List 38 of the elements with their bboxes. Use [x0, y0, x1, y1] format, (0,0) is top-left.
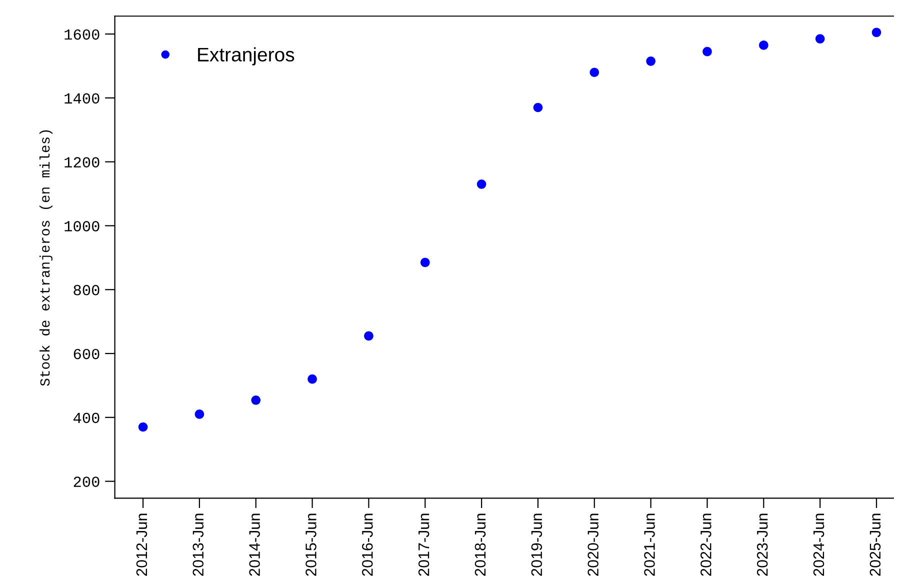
point	[308, 374, 317, 384]
x-tick-label: 2017-Jun	[418, 514, 430, 576]
x-tick-label: 2012-Jun	[136, 514, 148, 576]
x-tick-label: 2013-Jun	[192, 514, 204, 576]
y-axis-title: Stock de extranjeros (en miles)	[40, 130, 52, 386]
legend-label: Extranjeros	[198, 47, 294, 66]
x-tick-label: 2018-Jun	[474, 514, 486, 576]
point	[476, 180, 486, 189]
x-tick-label: 2015-Jun	[306, 514, 316, 576]
point	[758, 40, 768, 50]
point	[420, 258, 430, 268]
point	[138, 422, 148, 432]
x-tick-label: 2024-Jun	[813, 514, 824, 576]
point	[815, 34, 825, 44]
y-tick-label: 800	[74, 284, 100, 296]
x-tick-label: 2019-Jun	[531, 514, 542, 576]
y-tick-label: 600	[74, 348, 100, 360]
y-tick-label: 1600	[64, 29, 100, 40]
y-tick-label: 400	[73, 412, 100, 424]
y-tick-label: 1000	[64, 221, 100, 232]
point	[533, 102, 543, 112]
point	[251, 395, 261, 405]
point	[364, 331, 374, 341]
x-tick-label: 2023-Jun	[756, 514, 768, 576]
x-tick-label: 2025-Jun	[870, 514, 881, 576]
x-tick-label: 2020-Jun	[588, 514, 598, 576]
y-tick-label: 200	[74, 476, 100, 487]
x-tick-label: 2022-Jun	[700, 514, 712, 576]
point	[646, 56, 656, 66]
point	[194, 410, 204, 419]
x-tick-label: 2014-Jun	[249, 514, 260, 576]
point	[872, 28, 882, 38]
point	[702, 46, 712, 56]
x-tick-label: 2021-Jun	[644, 514, 655, 576]
point	[590, 68, 600, 78]
x-tick-label: 2016-Jun	[362, 514, 373, 576]
y-tick-label: 1400	[64, 93, 100, 104]
y-tick-label: 1200	[64, 157, 100, 168]
